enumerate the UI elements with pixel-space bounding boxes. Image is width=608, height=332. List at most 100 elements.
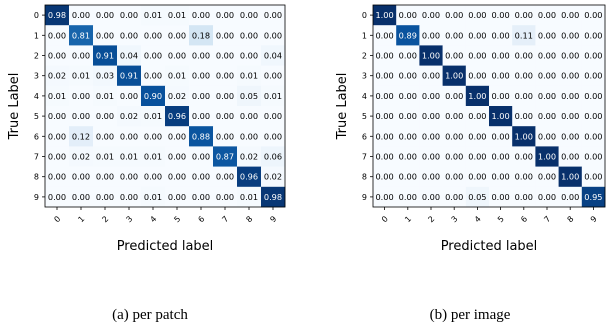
heatmap-cell — [396, 106, 420, 127]
heatmap-cell — [442, 5, 467, 26]
heatmap-frame — [44, 4, 286, 208]
cell-value-label: 0.00 — [468, 71, 486, 81]
cell-value-label: 0.00 — [584, 111, 602, 121]
x-axis-label: Predicted label — [117, 239, 214, 254]
cell-value-label: 0.00 — [216, 30, 234, 40]
heatmap-cell — [189, 45, 214, 66]
cell-value-label: 0.00 — [422, 131, 440, 141]
x-tick-label: 7 — [220, 214, 230, 224]
heatmap-cell — [213, 106, 238, 127]
x-tick-label: 9 — [589, 214, 599, 224]
x-tick-label: 5 — [172, 214, 182, 224]
heatmap-cell — [489, 85, 513, 107]
cell-value-label: 0.05 — [240, 91, 258, 101]
heatmap-cell — [141, 126, 166, 147]
cell-value-label: 0.96 — [240, 172, 258, 182]
heatmap-cell — [373, 146, 397, 167]
heatmap-cell — [465, 25, 490, 46]
heatmap-cell — [45, 166, 70, 188]
heatmap-cell — [581, 146, 606, 167]
heatmap-cell — [535, 146, 559, 167]
cell-value-label: 1.00 — [491, 111, 509, 121]
cell-value-label: 0.98 — [48, 10, 66, 20]
cell-value-label: 0.00 — [584, 30, 602, 40]
cell-value-label: 0.00 — [445, 131, 463, 141]
y-tick-label: 9 — [34, 193, 39, 202]
cell-value-label: 0.00 — [491, 192, 509, 202]
heatmap-cell — [535, 45, 559, 66]
cell-value-label: 0.00 — [515, 10, 533, 20]
cell-value-label: 0.00 — [144, 30, 162, 40]
cell-value-label: 0.00 — [584, 172, 602, 182]
heatmap-cell — [465, 45, 490, 66]
cell-value-label: 0.00 — [72, 111, 90, 121]
heatmap-cell — [165, 25, 190, 46]
y-tick-label: 7 — [362, 153, 367, 162]
cell-value-label: 0.01 — [144, 111, 162, 121]
heatmap-cell — [141, 106, 166, 127]
heatmap-cell — [442, 25, 467, 46]
cell-value-label: 0.95 — [584, 192, 602, 202]
cell-value-label: 0.01 — [48, 91, 66, 101]
x-tick-label: 6 — [519, 214, 529, 224]
figure-caption: (a) per patch — [112, 307, 188, 323]
heatmap-cell — [581, 45, 606, 66]
cell-value-label: 0.02 — [168, 91, 186, 101]
heatmap-cell — [465, 126, 490, 147]
cell-value-label: 0.00 — [491, 10, 509, 20]
heatmap-cell — [165, 106, 190, 127]
heatmap-cell — [581, 126, 606, 147]
heatmap-cell — [45, 5, 70, 26]
heatmap-cell — [141, 25, 166, 46]
cell-value-label: 0.00 — [375, 172, 393, 182]
heatmap-cell — [141, 65, 166, 87]
heatmap-cell — [512, 45, 536, 66]
heatmap-cell — [213, 85, 238, 107]
heatmap-cell — [465, 106, 490, 127]
cell-value-label: 0.00 — [538, 30, 556, 40]
cell-value-label: 0.00 — [515, 172, 533, 182]
heatmap-cell — [581, 166, 606, 188]
y-tick-label: 0 — [362, 11, 367, 20]
cell-value-label: 0.00 — [72, 192, 90, 202]
cell-value-label: 0.00 — [399, 10, 417, 20]
heatmap-cell — [373, 126, 397, 147]
cell-value-label: 0.00 — [399, 192, 417, 202]
heatmap-cell — [442, 85, 467, 107]
heatmap-cell — [535, 25, 559, 46]
heatmap-cell — [465, 166, 490, 188]
heatmap-cell — [558, 146, 583, 167]
heatmap-cell — [165, 65, 190, 87]
y-tick-label: 2 — [362, 52, 367, 61]
y-tick-label: 3 — [34, 72, 39, 81]
heatmap-cell — [535, 85, 559, 107]
cell-value-label: 0.00 — [584, 71, 602, 81]
cell-value-label: 0.00 — [96, 172, 114, 182]
x-tick-label: 0 — [380, 214, 390, 224]
cell-value-label: 0.00 — [96, 30, 114, 40]
cell-value-label: 0.00 — [264, 10, 282, 20]
x-axis-label: Predicted label — [441, 239, 538, 254]
cell-value-label: 0.01 — [240, 71, 258, 81]
cell-value-label: 0.02 — [240, 152, 258, 162]
heatmap-cell — [213, 25, 238, 46]
heatmap-cell — [442, 146, 467, 167]
cell-value-label: 1.00 — [468, 91, 486, 101]
heatmap-cell — [45, 186, 70, 208]
cell-value-label: 1.00 — [538, 152, 556, 162]
y-tick-label: 4 — [362, 92, 367, 101]
heatmap-cell — [535, 126, 559, 147]
heatmap-cell — [442, 126, 467, 147]
heatmap-cell — [261, 65, 286, 87]
cell-value-label: 0.00 — [120, 192, 138, 202]
y-tick-label: 3 — [362, 72, 367, 81]
heatmap-cell — [535, 5, 559, 26]
heatmap-cell — [512, 126, 536, 147]
cell-value-label: 0.00 — [48, 51, 66, 61]
x-tick-label: 0 — [52, 214, 62, 224]
cell-value-label: 0.00 — [96, 131, 114, 141]
y-axis-label: True Label — [335, 73, 350, 141]
heatmap-cell — [373, 5, 397, 26]
heatmap-cell — [581, 65, 606, 87]
cell-value-label: 0.00 — [445, 172, 463, 182]
